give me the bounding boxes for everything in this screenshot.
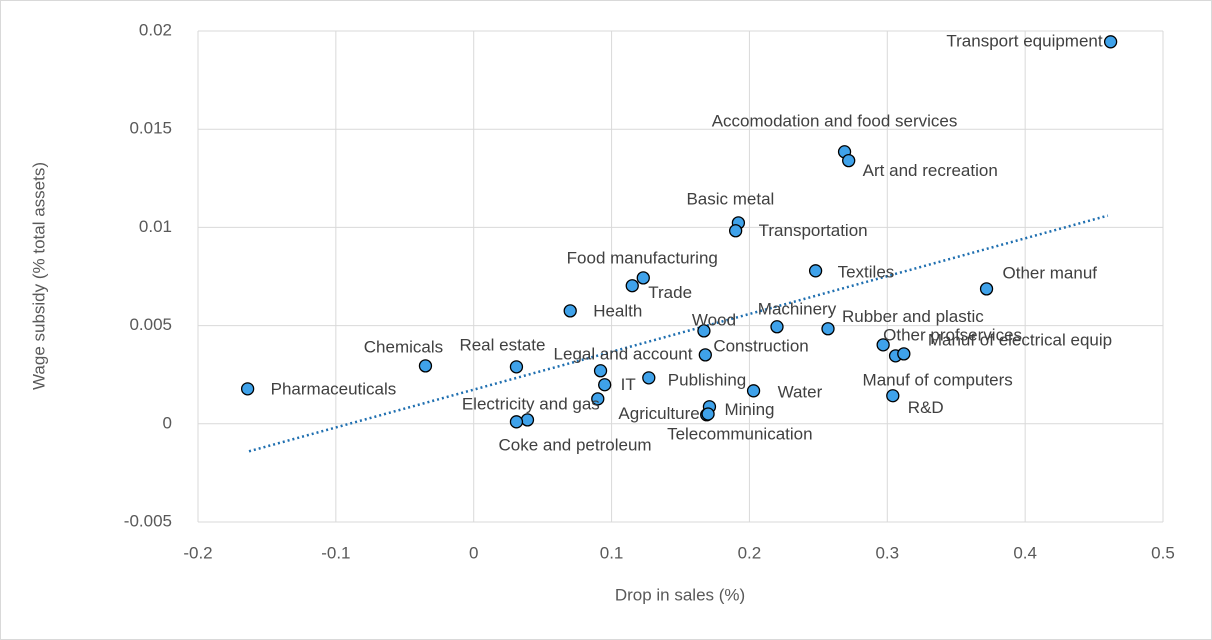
data-label: Electricity and gas bbox=[462, 394, 600, 413]
data-label: R&D bbox=[908, 398, 944, 417]
data-label: Food manufacturing bbox=[567, 248, 718, 267]
data-label: Machinery bbox=[758, 299, 837, 318]
data-label: Coke and petroleum bbox=[498, 435, 651, 454]
data-point bbox=[728, 224, 743, 238]
data-label: Manuf of electrical equip bbox=[928, 330, 1112, 349]
data-point bbox=[509, 360, 524, 374]
trendline bbox=[248, 214, 1109, 453]
y-tick-label: 0.01 bbox=[139, 217, 172, 236]
data-point bbox=[770, 320, 784, 334]
data-label: Transport equipment bbox=[946, 31, 1103, 50]
data-point bbox=[821, 322, 835, 336]
data-point bbox=[563, 304, 577, 318]
data-point bbox=[625, 279, 639, 293]
data-label: Rubber and plastic bbox=[842, 307, 984, 326]
data-point bbox=[842, 153, 856, 168]
data-label: Water bbox=[778, 382, 823, 401]
data-point bbox=[598, 378, 612, 392]
data-point bbox=[240, 382, 255, 396]
x-tick-label: -0.1 bbox=[321, 543, 350, 562]
data-label: Mining bbox=[724, 400, 774, 419]
data-point bbox=[642, 371, 656, 385]
data-point bbox=[698, 348, 712, 362]
data-label: Legal and account bbox=[554, 344, 693, 363]
y-tick-label: 0.02 bbox=[139, 20, 172, 39]
data-label: Publishing bbox=[668, 370, 746, 389]
data-point bbox=[591, 392, 605, 406]
y-axis-title: Wage subsidy (% total assets) bbox=[29, 162, 48, 390]
x-tick-label: 0.5 bbox=[1151, 543, 1175, 562]
data-label: Agriculture bbox=[618, 404, 699, 423]
data-label: Chemicals bbox=[364, 337, 443, 356]
data-point bbox=[897, 347, 911, 361]
data-label: Art and recreation bbox=[863, 161, 998, 180]
data-point bbox=[808, 264, 823, 278]
data-point bbox=[636, 271, 650, 285]
data-label: Construction bbox=[713, 336, 808, 355]
data-point bbox=[746, 384, 761, 398]
x-tick-label: 0.4 bbox=[1013, 543, 1037, 562]
x-axis-title: Drop in sales (%) bbox=[615, 585, 745, 604]
data-point bbox=[979, 282, 994, 296]
x-tick-label: 0.1 bbox=[600, 543, 624, 562]
data-label: Trade bbox=[648, 283, 692, 302]
data-point bbox=[520, 413, 535, 427]
data-label: Other manuf bbox=[1003, 263, 1098, 282]
data-label: Transportation bbox=[759, 221, 868, 240]
data-label: Health bbox=[593, 301, 642, 320]
data-point bbox=[418, 359, 433, 373]
x-tick-label: 0.3 bbox=[875, 543, 899, 562]
data-point bbox=[509, 415, 524, 429]
data-point bbox=[1103, 35, 1118, 49]
data-label: Wood bbox=[692, 310, 736, 329]
data-label: IT bbox=[621, 375, 636, 394]
data-point bbox=[886, 389, 900, 403]
data-label: Textiles bbox=[838, 262, 895, 281]
x-tick-label: 0.2 bbox=[738, 543, 762, 562]
data-label: Real estate bbox=[459, 335, 545, 354]
data-point bbox=[876, 338, 890, 352]
x-tick-label: -0.2 bbox=[183, 543, 212, 562]
data-label: Other profservices bbox=[883, 325, 1022, 344]
y-tick-label: 0.005 bbox=[129, 315, 172, 334]
data-label: Accomodation and food services bbox=[712, 111, 958, 130]
data-label: Manuf of computers bbox=[863, 370, 1013, 389]
data-label: Pharmaceuticals bbox=[271, 379, 397, 398]
data-point bbox=[593, 364, 608, 378]
x-tick-label: 0 bbox=[469, 543, 478, 562]
y-tick-label: -0.005 bbox=[124, 511, 172, 530]
y-tick-label: 0 bbox=[163, 413, 172, 432]
data-point bbox=[701, 407, 715, 421]
y-tick-label: 0.015 bbox=[129, 119, 172, 138]
data-label: Basic metal bbox=[686, 189, 774, 208]
data-label: Telecommunication bbox=[667, 424, 813, 443]
data-point bbox=[697, 324, 711, 338]
